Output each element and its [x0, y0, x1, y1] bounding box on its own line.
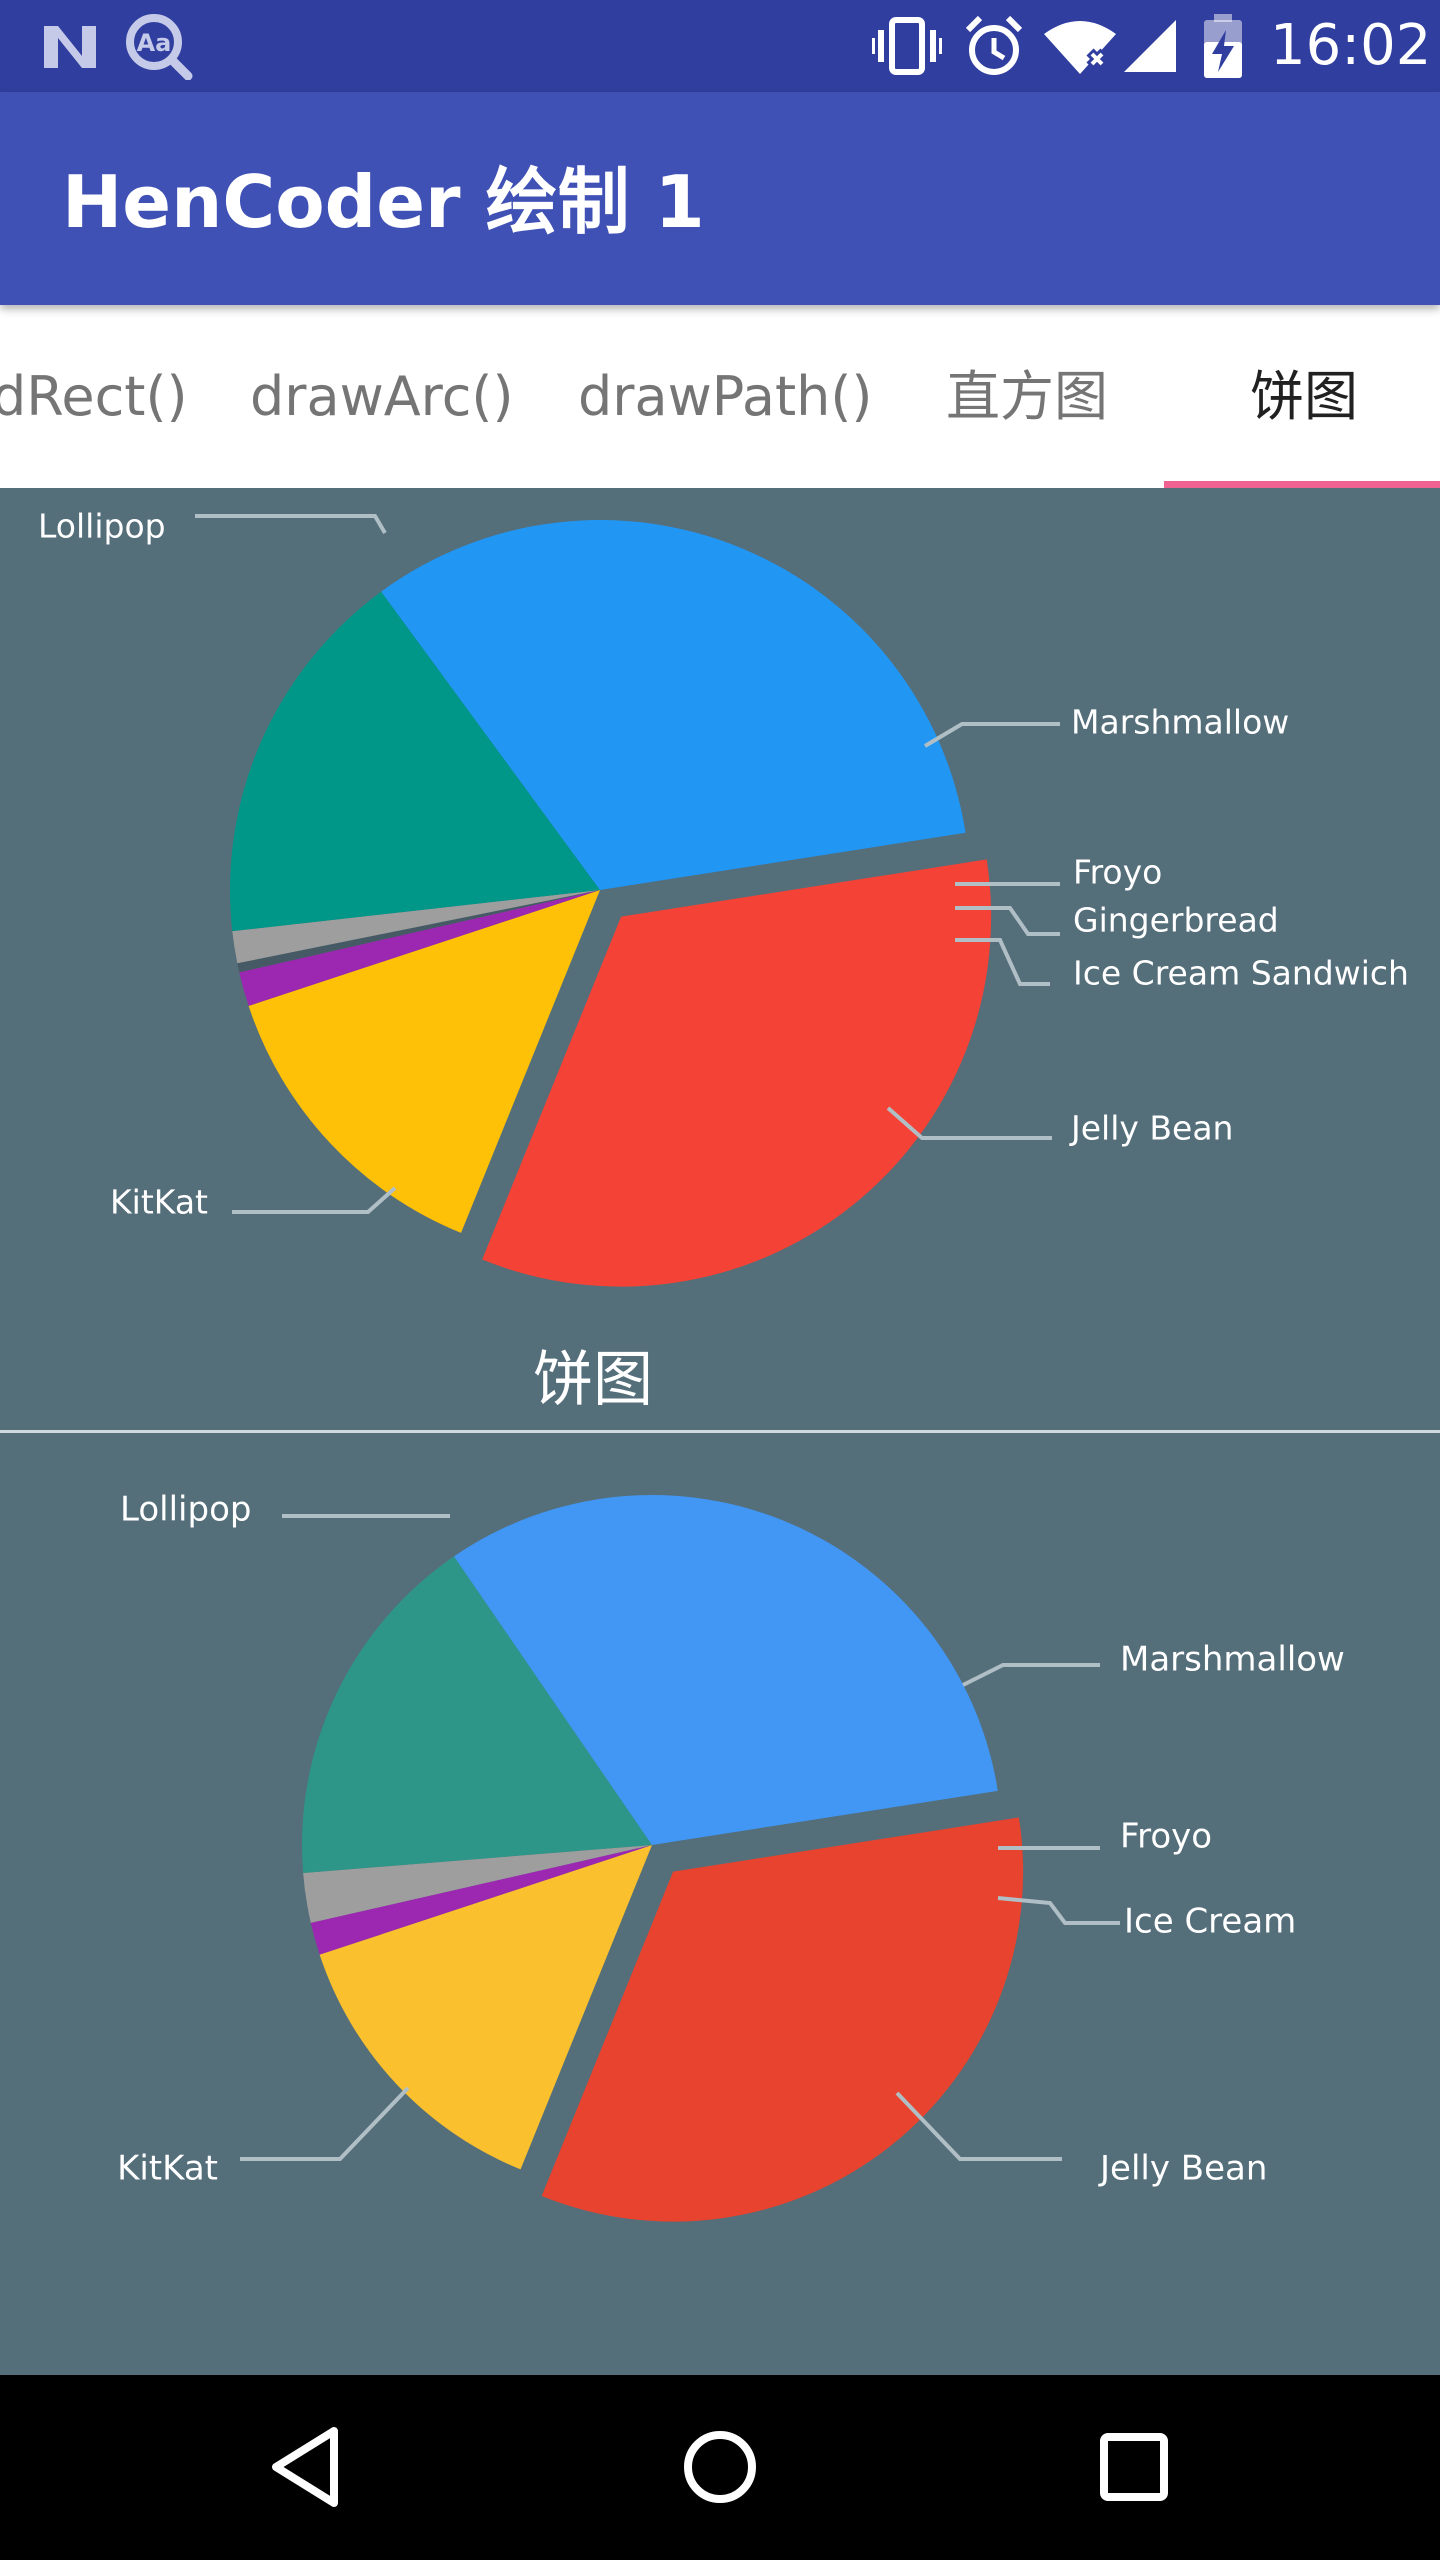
wifi-icon	[1044, 21, 1116, 74]
pie-slice-marshmallow	[248, 890, 601, 1233]
tab-pie-chart[interactable]: 饼图	[1250, 365, 1358, 428]
pie-chart-1-slices	[229, 520, 992, 1287]
pie-slice-ice-cream	[303, 1845, 652, 1923]
leader-line-marshmallow	[962, 1663, 1100, 1687]
chart-title: 饼图	[533, 1345, 653, 1415]
notification-n-icon	[44, 26, 96, 68]
leader-line-jelly-bean	[886, 1106, 1052, 1140]
slice-label-lollipop: Lollipop	[38, 507, 166, 546]
pie-slice-lollipop	[541, 1817, 1024, 2222]
leader-line-marshmallow	[923, 722, 1060, 748]
slice-label-ice-cream: Ice Cream	[1124, 1902, 1296, 1942]
slice-label-lollipop: Lollipop	[120, 1490, 251, 1530]
recents-icon[interactable]	[1096, 2425, 1176, 2509]
status-bar: Aa 16:02	[0, 0, 1440, 92]
app-title: HenCoder 绘制 1	[62, 160, 705, 244]
pie-chart-1: Lollipop Marshmallow Froyo Gingerbread Ice C…	[38, 507, 1409, 1287]
alarm-icon	[965, 15, 1023, 75]
pie-chart-2: Lollipop Marshmallow Froyo Ice Cream Jelly B…	[117, 1490, 1345, 2222]
pie-slice-froyo	[239, 890, 601, 1006]
pie-slice-froyo	[310, 1845, 652, 1955]
pie-slice-lollipop	[482, 859, 992, 1287]
leader-line-ice-cream-sandwich	[955, 938, 1050, 986]
slice-label-jelly-bean: Jelly Bean	[1069, 1109, 1233, 1148]
vibrate-icon	[872, 17, 942, 75]
tab-drawarc[interactable]: drawArc()	[250, 365, 514, 428]
slice-label-kitkat: KitKat	[110, 1183, 208, 1222]
status-clock: 16:02	[1270, 13, 1432, 78]
battery-charging-icon	[1204, 14, 1242, 78]
back-icon[interactable]	[268, 2425, 348, 2509]
slice-label-marshmallow: Marshmallow	[1071, 703, 1289, 742]
pie-slice-jelly-bean	[302, 1556, 652, 1873]
app-bar	[0, 92, 1440, 305]
tab-indicator	[1164, 481, 1440, 488]
tab-histogram[interactable]: 直方图	[946, 365, 1108, 428]
slice-label-ice-cream-sandwich: Ice Cream Sandwich	[1073, 954, 1409, 993]
leader-line-ice-cream	[997, 1896, 1120, 1925]
pie-slice-marshmallow	[319, 1845, 652, 2170]
pie-slice-kitkat	[453, 1495, 998, 1845]
pie-slice-gingerbread	[237, 890, 601, 973]
tab-drawpath[interactable]: drawPath()	[578, 365, 873, 428]
pie-chart-2-slices	[302, 1495, 1024, 2222]
slice-label-froyo: Froyo	[1120, 1817, 1212, 1857]
pie-chart-1-labels: Lollipop Marshmallow Froyo Gingerbread Ice C…	[38, 507, 1409, 1222]
leader-line-kitkat	[240, 2086, 410, 2161]
leader-line-kitkat	[232, 1186, 397, 1214]
leader-line-jelly-bean	[895, 2091, 1062, 2161]
pie-slice-jelly-bean	[229, 591, 600, 932]
pie-chart-2-labels: Lollipop Marshmallow Froyo Ice Cream Jelly B…	[117, 1490, 1345, 2189]
svg-text:Aa: Aa	[137, 29, 172, 57]
slice-label-jelly-bean: Jelly Bean	[1098, 2149, 1267, 2189]
font-accessibility-icon: Aa	[126, 14, 193, 80]
slice-label-marshmallow: Marshmallow	[1120, 1640, 1345, 1680]
tab-bar	[0, 305, 1440, 488]
tab-drawrect[interactable]: dRect()	[0, 365, 188, 428]
slice-label-froyo: Froyo	[1073, 853, 1162, 892]
leader-line-lollipop	[195, 514, 387, 535]
cell-signal-icon	[1124, 20, 1176, 72]
home-icon[interactable]	[680, 2425, 760, 2509]
chart-divider	[0, 1430, 1440, 1433]
pie-slice-ice-cream-sandwich	[232, 890, 600, 964]
slice-label-kitkat: KitKat	[117, 2149, 218, 2189]
navigation-bar	[0, 2375, 1440, 2560]
leader-line-gingerbread	[955, 906, 1060, 936]
slice-label-gingerbread: Gingerbread	[1073, 901, 1279, 940]
pie-slice-kitkat	[381, 520, 966, 890]
